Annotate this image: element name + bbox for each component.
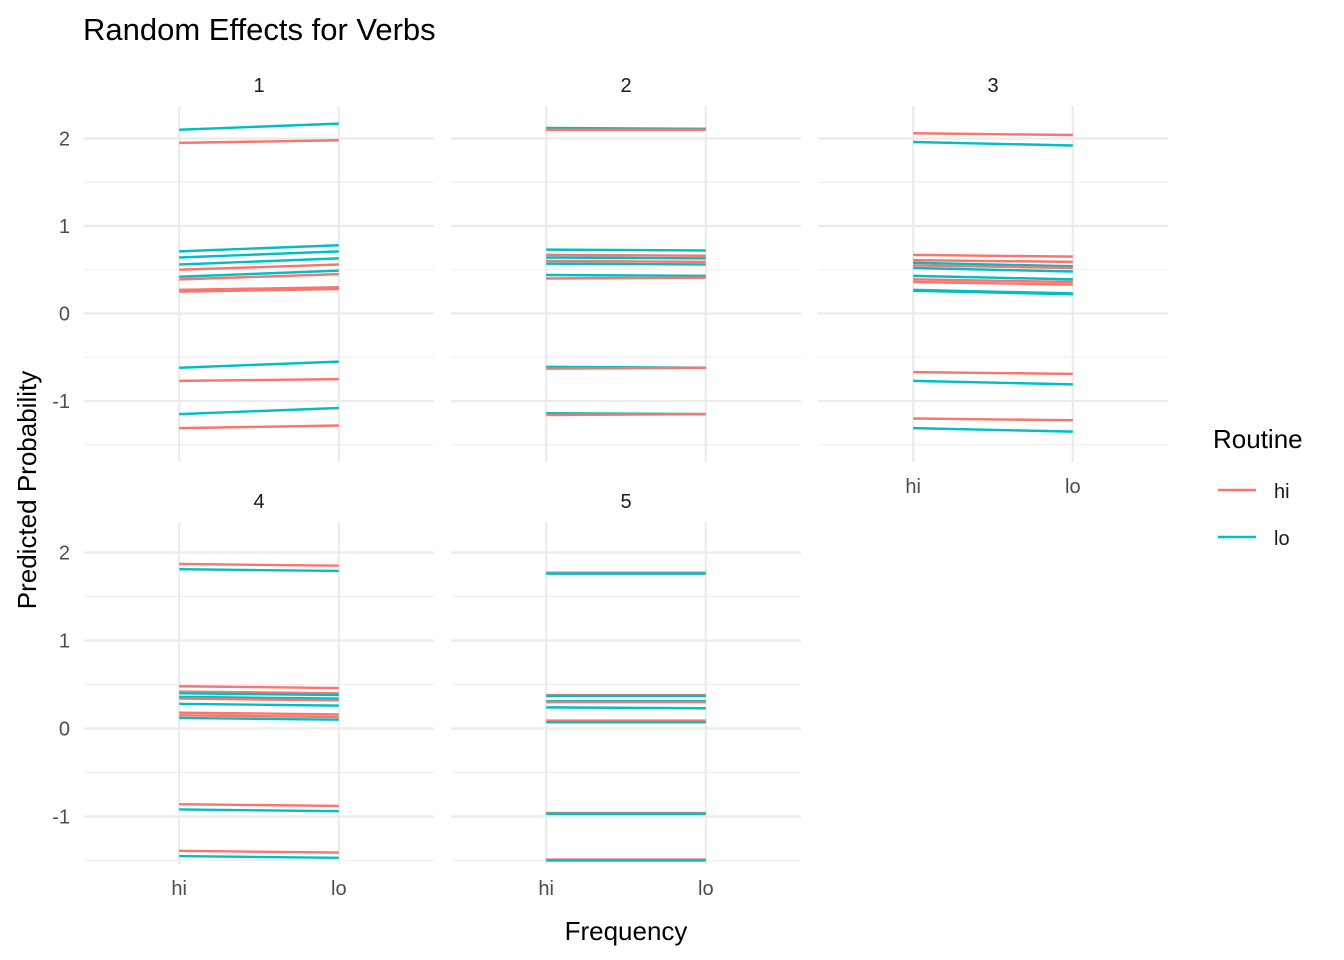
series-line-hi — [546, 259, 706, 264]
facet-label: 4 — [253, 491, 264, 513]
y-axis-title: Predicted Probability — [12, 371, 42, 609]
series-line-lo — [179, 854, 339, 860]
panel-2: 2 — [451, 75, 801, 462]
series-line-lo — [179, 360, 339, 369]
facet-label: 1 — [253, 75, 264, 97]
series-line-lo — [179, 269, 339, 278]
series-line-hi — [913, 280, 1073, 286]
y-tick-label: 1 — [59, 631, 70, 653]
series-line-hi — [179, 272, 339, 281]
x-tick-label: hi — [538, 878, 554, 900]
x-tick-label: hi — [171, 878, 187, 900]
series-line-hi — [179, 263, 339, 271]
series-line-lo — [179, 695, 339, 700]
x-tick-label: lo — [331, 878, 347, 900]
series-line-hi — [913, 253, 1073, 258]
series-line-lo — [913, 274, 1073, 281]
y-tick-label: -1 — [52, 807, 70, 829]
y-tick-label: 0 — [59, 719, 70, 741]
series-line-hi — [179, 714, 339, 719]
series-line-hi — [179, 685, 339, 690]
series-line-hi — [179, 562, 339, 567]
series-line-hi — [179, 697, 339, 702]
series-line-lo — [179, 692, 339, 697]
legend: Routine hi lo — [1213, 424, 1303, 550]
x-tick-label: lo — [1065, 476, 1081, 498]
panel-5: 5 hi lo — [451, 491, 801, 900]
series-line-lo — [546, 256, 706, 260]
series-line-lo — [546, 706, 706, 710]
chart-title: Random Effects for Verbs — [83, 12, 436, 47]
series-line-hi — [546, 412, 706, 417]
series-line-hi — [913, 370, 1073, 376]
x-tick-label: hi — [905, 476, 921, 498]
y-tick-label: 2 — [59, 543, 70, 565]
series-line-lo — [179, 406, 339, 416]
series-line-lo — [913, 261, 1073, 268]
series-line-hi — [546, 276, 706, 280]
series-line-lo — [179, 702, 339, 707]
series-line-hi — [179, 139, 339, 145]
series-line-hi — [179, 286, 339, 292]
series-line-hi — [546, 253, 706, 257]
series-line-lo — [179, 244, 339, 253]
series-line-hi — [179, 287, 339, 293]
facet-label: 5 — [620, 491, 631, 513]
series-line-lo — [546, 262, 706, 266]
panel-1: 1 -1 0 1 2 — [52, 75, 434, 462]
series-line-lo — [546, 273, 706, 278]
x-tick-label: lo — [698, 878, 714, 900]
legend-title: Routine — [1213, 424, 1303, 454]
y-tick-label: -1 — [52, 391, 70, 413]
series-line-lo — [546, 248, 706, 252]
series-line-lo — [913, 289, 1073, 296]
series-line-lo — [913, 140, 1073, 147]
series-line-hi — [913, 132, 1073, 137]
series-line-lo — [179, 122, 339, 131]
series-line-lo — [179, 716, 339, 721]
series-line-lo — [179, 257, 339, 266]
series-line-lo — [913, 266, 1073, 273]
series-line-lo — [913, 379, 1073, 386]
panel-3: 3 hi lo — [818, 75, 1168, 498]
series-line-hi — [913, 258, 1073, 264]
panel-4: 4 -1 0 1 2 hi lo — [52, 491, 434, 900]
legend-label-hi: hi — [1274, 481, 1290, 503]
series-line-hi — [179, 849, 339, 854]
y-tick-label: 2 — [59, 129, 70, 151]
series-line-lo — [179, 250, 339, 259]
facet-label: 3 — [987, 75, 998, 97]
x-axis-title: Frequency — [565, 916, 688, 946]
series-line-hi — [546, 366, 706, 370]
series-line-hi — [179, 690, 339, 695]
series-line-hi — [913, 278, 1073, 284]
series-line-hi — [179, 802, 339, 808]
series-line-hi — [179, 711, 339, 716]
series-line-hi — [913, 264, 1073, 270]
series-line-lo — [179, 808, 339, 813]
facet-label: 2 — [620, 75, 631, 97]
series-line-lo — [179, 568, 339, 573]
y-tick-label: 1 — [59, 216, 70, 238]
series-line-hi — [913, 417, 1073, 422]
y-tick-label: 0 — [59, 304, 70, 326]
legend-label-lo: lo — [1274, 528, 1290, 550]
series-line-lo — [913, 426, 1073, 433]
facet-panels: 1 -1 0 1 2 2 3 hi lo 4 -1 0 1 2 hi lo 5 hi lo — [52, 75, 1168, 900]
series-line-hi — [179, 424, 339, 430]
series-line-hi — [179, 377, 339, 383]
